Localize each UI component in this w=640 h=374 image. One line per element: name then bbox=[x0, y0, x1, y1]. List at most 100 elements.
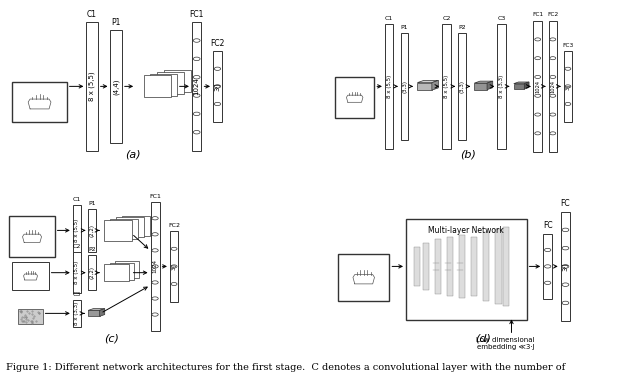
Text: 3·J: 3·J bbox=[172, 263, 177, 270]
Bar bbox=[548, 21, 557, 152]
Bar bbox=[495, 229, 502, 304]
Bar bbox=[192, 22, 202, 151]
Circle shape bbox=[550, 76, 556, 79]
Bar bbox=[447, 237, 453, 296]
Circle shape bbox=[562, 283, 569, 286]
Circle shape bbox=[562, 301, 569, 305]
Bar bbox=[401, 33, 408, 140]
Bar bbox=[163, 70, 191, 92]
Text: (a): (a) bbox=[125, 150, 141, 160]
Circle shape bbox=[535, 132, 541, 135]
Circle shape bbox=[565, 102, 571, 105]
Text: 8 x (5,5): 8 x (5,5) bbox=[74, 261, 79, 284]
Circle shape bbox=[565, 67, 571, 70]
Circle shape bbox=[214, 67, 221, 70]
Polygon shape bbox=[88, 309, 105, 310]
Bar bbox=[385, 24, 393, 149]
Circle shape bbox=[152, 249, 158, 252]
Circle shape bbox=[550, 132, 556, 135]
Bar bbox=[458, 33, 466, 140]
Text: 3·J: 3·J bbox=[563, 262, 568, 271]
Text: 8 x (5,5): 8 x (5,5) bbox=[89, 71, 95, 101]
Bar bbox=[543, 233, 552, 299]
Bar bbox=[104, 264, 129, 281]
Bar bbox=[157, 72, 184, 94]
Circle shape bbox=[545, 248, 551, 252]
Circle shape bbox=[171, 282, 177, 286]
Text: (3,3): (3,3) bbox=[460, 80, 465, 93]
Circle shape bbox=[171, 247, 177, 250]
Text: 3·J: 3·J bbox=[565, 83, 570, 89]
Text: FC3: FC3 bbox=[562, 43, 573, 48]
Bar bbox=[561, 212, 570, 321]
Bar bbox=[474, 83, 487, 90]
Text: FC: FC bbox=[543, 221, 552, 230]
Bar bbox=[170, 231, 179, 302]
Circle shape bbox=[550, 38, 556, 41]
Text: Figure 1: Different network architectures for the first stage.  C denotes a conv: Figure 1: Different network architecture… bbox=[6, 363, 566, 372]
Text: 1024: 1024 bbox=[152, 260, 157, 273]
Text: 3·J: 3·J bbox=[214, 82, 220, 91]
Bar bbox=[534, 21, 542, 152]
Circle shape bbox=[550, 113, 556, 116]
Bar bbox=[442, 24, 451, 149]
Bar bbox=[115, 261, 140, 279]
Text: C1: C1 bbox=[385, 16, 393, 21]
Bar bbox=[417, 83, 432, 90]
Circle shape bbox=[152, 265, 158, 268]
Bar bbox=[122, 215, 150, 236]
Circle shape bbox=[562, 246, 569, 250]
Circle shape bbox=[550, 56, 556, 60]
Circle shape bbox=[193, 39, 200, 42]
Circle shape bbox=[545, 281, 551, 285]
Bar bbox=[503, 227, 509, 306]
Bar bbox=[111, 30, 122, 143]
Text: P1: P1 bbox=[88, 201, 96, 206]
Bar bbox=[73, 300, 81, 327]
Bar bbox=[483, 232, 490, 301]
Bar bbox=[497, 24, 506, 149]
Bar bbox=[564, 51, 572, 122]
Text: FC1: FC1 bbox=[532, 12, 543, 18]
Bar bbox=[110, 263, 134, 280]
Text: 8 x (5,5): 8 x (5,5) bbox=[74, 219, 79, 242]
Bar bbox=[338, 254, 389, 301]
Polygon shape bbox=[487, 81, 493, 90]
Circle shape bbox=[152, 313, 158, 316]
Bar bbox=[104, 220, 132, 240]
Polygon shape bbox=[474, 81, 493, 83]
Polygon shape bbox=[100, 309, 105, 316]
Bar bbox=[150, 74, 177, 96]
Bar bbox=[73, 205, 81, 255]
Bar bbox=[73, 252, 81, 293]
Circle shape bbox=[193, 57, 200, 61]
Polygon shape bbox=[417, 80, 438, 83]
Text: (c): (c) bbox=[104, 333, 120, 343]
Circle shape bbox=[193, 131, 200, 134]
Text: P2: P2 bbox=[88, 247, 96, 252]
Bar bbox=[435, 239, 441, 294]
Text: C1: C1 bbox=[73, 197, 81, 202]
Text: (b): (b) bbox=[460, 150, 476, 160]
Bar bbox=[88, 255, 96, 290]
Text: (2,2): (2,2) bbox=[90, 266, 95, 279]
Circle shape bbox=[152, 217, 158, 220]
Circle shape bbox=[535, 94, 541, 97]
Text: (2,2): (2,2) bbox=[90, 224, 95, 237]
Text: P1: P1 bbox=[401, 25, 408, 30]
Text: FC: FC bbox=[561, 199, 570, 208]
Circle shape bbox=[535, 113, 541, 116]
Bar bbox=[12, 82, 67, 122]
Text: FC2: FC2 bbox=[168, 223, 180, 228]
Text: 1024: 1024 bbox=[535, 80, 540, 93]
Circle shape bbox=[562, 228, 569, 232]
Circle shape bbox=[193, 76, 200, 79]
Text: P1: P1 bbox=[111, 18, 121, 27]
Bar bbox=[111, 219, 138, 239]
Bar bbox=[88, 209, 96, 252]
Bar bbox=[19, 309, 43, 324]
Text: 8 x (3,3): 8 x (3,3) bbox=[74, 302, 79, 325]
Text: FC2: FC2 bbox=[547, 12, 559, 18]
Text: C1: C1 bbox=[87, 10, 97, 19]
Text: FC1: FC1 bbox=[189, 10, 204, 19]
